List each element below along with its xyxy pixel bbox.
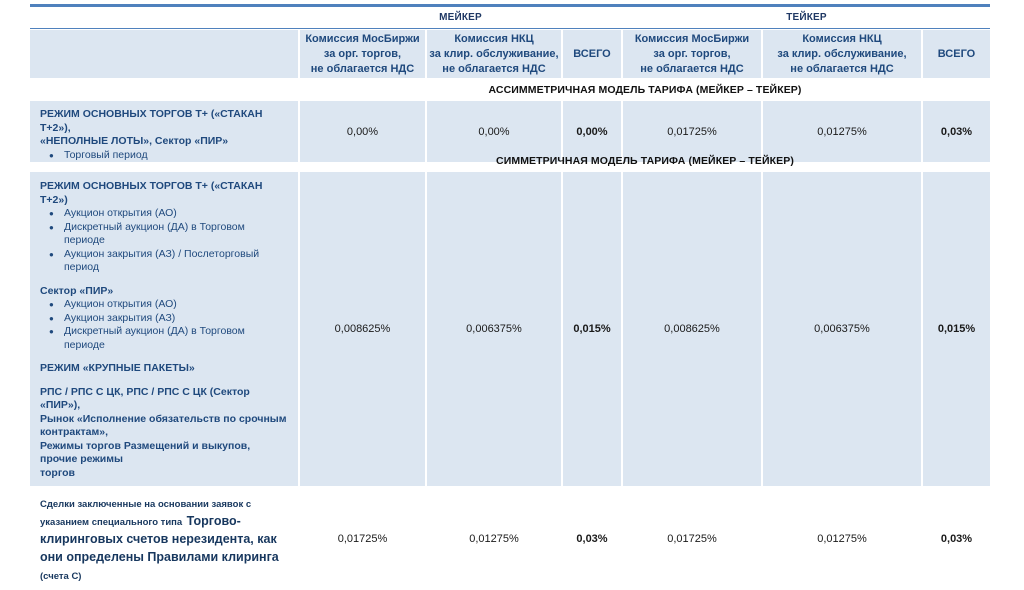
bullet-text: Торговый период — [64, 148, 148, 161]
taker-nkc-fee-header: Комиссия НКЦ за клир. обслуживание, не о… — [763, 30, 921, 78]
maker-nkc-fee-header: Комиссия НКЦ за клир. обслуживание, не о… — [427, 30, 561, 78]
value-cell-total: 0,03% — [923, 101, 990, 162]
section-title-symmetric: СИММЕТРИЧНАЯ МОДЕЛЬ ТАРИФА (МЕЙКЕР – ТЕЙ… — [496, 154, 794, 167]
label-column-header — [30, 30, 298, 78]
value-cell: 0,01725% — [337, 533, 388, 545]
value-cell: 0,01725% — [667, 533, 717, 545]
bullet-item: ● Аукцион открытия (АО) — [40, 207, 288, 221]
bullet-icon: ● — [49, 313, 54, 323]
bullet-icon: ● — [49, 327, 54, 336]
tariff-table: МЕЙКЕР ТЕЙКЕР Комиссия МосБиржи за орг. … — [30, 4, 990, 590]
value-cell-total: 0,03% — [940, 533, 973, 545]
value-cell: 0,006375% — [763, 172, 921, 486]
table-top-border — [30, 4, 990, 7]
bullet-item: ● Аукцион закрытия (АЗ) / Послеторговый п… — [40, 248, 288, 275]
group-header-row: МЕЙКЕР ТЕЙКЕР — [30, 7, 990, 28]
value-cell: 0,006375% — [427, 172, 561, 486]
table-row-accounts-c: Сделки заключенные на основании заявок с… — [30, 488, 990, 590]
bullet-icon: ● — [49, 209, 54, 218]
maker-total-header: ВСЕГО — [563, 30, 621, 78]
table-row-asymmetric: РЕЖИМ ОСНОВНЫХ ТОРГОВ Т+ («СТАКАН Т+2»),… — [30, 101, 990, 162]
value-cell: 0,01275% — [469, 533, 519, 545]
accounts-c-row-label: Сделки заключенные на основании заявок с… — [30, 488, 298, 590]
value-cell-total: 0,00% — [563, 101, 621, 162]
section-row-asymmetric: АССИММЕТРИЧНАЯ МОДЕЛЬ ТАРИФА (МЕЙКЕР – Т… — [30, 80, 990, 99]
maker-moex-fee-header: Комиссия МосБиржи за орг. торгов, не обл… — [300, 30, 425, 78]
bullet-text: Дискретный аукцион (ДА) в Торговом перио… — [64, 325, 245, 351]
column-header-row: Комиссия МосБиржи за орг. торгов, не обл… — [30, 30, 990, 78]
value-cell: 0,01275% — [817, 533, 867, 545]
group-header-taker: ТЕЙКЕР — [786, 12, 827, 23]
row-label-heading: РЕЖИМ ОСНОВНЫХ ТОРГОВ Т+ («СТАКАН Т+2») — [40, 180, 263, 206]
taker-total-header: ВСЕГО — [923, 30, 990, 78]
bullet-icon: ● — [49, 150, 54, 160]
bullet-item: ● Аукцион закрытия (АЗ) — [40, 312, 288, 326]
value-cell-total: 0,015% — [563, 172, 621, 486]
value-cell: 0,01275% — [763, 101, 921, 162]
row-label-heading: РЕЖИМ ОСНОВНЫХ ТОРГОВ Т+ («СТАКАН Т+2»),… — [40, 108, 263, 147]
table-row-symmetric: РЕЖИМ ОСНОВНЫХ ТОРГОВ Т+ («СТАКАН Т+2») … — [30, 172, 990, 486]
section-title-asymmetric: АССИММЕТРИЧНАЯ МОДЕЛЬ ТАРИФА (МЕЙКЕР – Т… — [488, 83, 802, 96]
bullet-text: Аукцион открытия (АО) — [64, 207, 177, 219]
symmetric-row-label: РЕЖИМ ОСНОВНЫХ ТОРГОВ Т+ («СТАКАН Т+2») … — [30, 172, 298, 486]
row-label-heading: Сектор «ПИР» — [40, 284, 114, 297]
bullet-item: ● Дискретный аукцион (ДА) в Торговом пери… — [40, 221, 288, 248]
row-label-heading: РПС / РПС С ЦК, РПС / РПС С ЦК (Сектор «… — [40, 385, 287, 479]
value-cell: 0,01725% — [623, 101, 761, 162]
value-cell: 0,008625% — [623, 172, 761, 486]
bullet-item: ● Аукцион открытия (АО) — [40, 298, 288, 312]
group-header-maker: МЕЙКЕР — [439, 12, 482, 23]
bullet-icon: ● — [49, 222, 54, 232]
document-page: { "colors": { "accent_line": "#4f81bd", … — [30, 4, 990, 582]
asymmetric-row-label: РЕЖИМ ОСНОВНЫХ ТОРГОВ Т+ («СТАКАН Т+2»),… — [30, 101, 298, 162]
bullet-text: Аукцион закрытия (АЗ) / Послеторговый пе… — [64, 247, 260, 274]
bullet-text: Аукцион открытия (АО) — [64, 298, 177, 310]
bullet-icon: ● — [49, 300, 54, 309]
bullet-text: Аукцион закрытия (АЗ) — [64, 311, 176, 324]
bullet-text: Дискретный аукцион (ДА) в Торговом перио… — [64, 220, 245, 247]
bullet-item: ● Торговый период — [40, 149, 288, 163]
group-header-divider — [30, 28, 990, 29]
value-cell: 0,00% — [427, 101, 561, 162]
bullet-icon: ● — [49, 249, 54, 259]
value-cell: 0,008625% — [300, 172, 425, 486]
row-label-suffix: (счета С) — [40, 571, 82, 582]
section-row-symmetric: СИММЕТРИЧНАЯ МОДЕЛЬ ТАРИФА (МЕЙКЕР – ТЕЙ… — [30, 151, 990, 170]
value-cell-total: 0,015% — [923, 172, 990, 486]
value-cell-total: 0,03% — [576, 533, 608, 545]
bullet-item: ● Дискретный аукцион (ДА) в Торговом пери… — [40, 325, 288, 352]
value-cell: 0,00% — [300, 101, 425, 162]
taker-moex-fee-header: Комиссия МосБиржи за орг. торгов, не обл… — [623, 30, 761, 78]
row-label-heading: РЕЖИМ «КРУПНЫЕ ПАКЕТЫ» — [40, 362, 195, 374]
